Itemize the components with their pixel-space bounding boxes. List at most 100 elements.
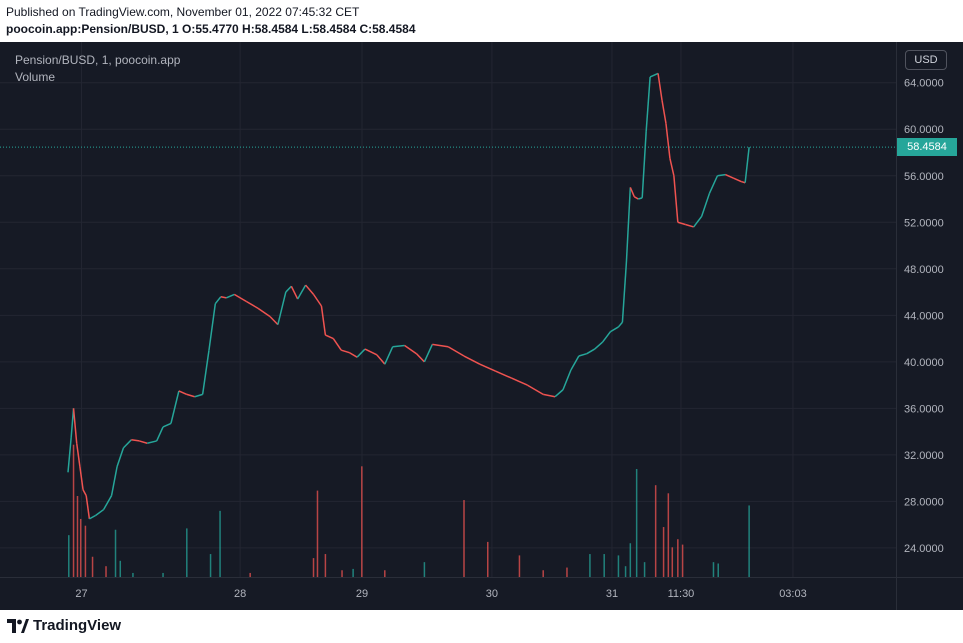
volume-bar: [423, 562, 426, 577]
price-segment: [700, 192, 711, 217]
price-segment: [479, 363, 496, 372]
price-segment: [578, 352, 587, 357]
price-segment: [649, 72, 659, 78]
price-segment: [305, 284, 315, 295]
volume-bar: [79, 518, 82, 577]
volume-bar: [463, 500, 465, 577]
y-tick-label: 36.0000: [904, 403, 944, 415]
volume-bar: [114, 529, 117, 577]
price-segment: [67, 437, 72, 473]
price-segment: [621, 262, 628, 323]
volume-bar: [72, 444, 75, 577]
x-tick-label: 11:30: [668, 588, 695, 600]
volume-bar: [209, 554, 212, 577]
price-segment: [463, 355, 481, 365]
tradingview-icon: [7, 618, 29, 633]
volume-bar: [316, 490, 319, 577]
price-segment: [432, 343, 449, 348]
volume-bar: [629, 543, 632, 577]
price-segment: [285, 285, 292, 293]
volume-bar: [84, 525, 87, 577]
price-segment: [156, 426, 164, 442]
volume-bar: [667, 493, 670, 577]
price-segment: [75, 443, 81, 467]
price-segment: [79, 466, 84, 490]
price-segment: [610, 326, 619, 333]
price-segment: [562, 369, 572, 391]
price-segment: [201, 350, 210, 395]
y-tick-label: 48.0000: [904, 264, 944, 276]
y-tick-label: 60.0000: [904, 124, 944, 136]
price-segment: [661, 100, 667, 124]
price-segment: [257, 307, 271, 318]
volume-bar: [312, 558, 315, 577]
tradingview-logo[interactable]: TradingView: [7, 617, 121, 634]
price-segment: [638, 197, 643, 200]
price-segment: [226, 293, 235, 299]
price-segment: [665, 123, 671, 159]
price-segment: [392, 344, 405, 348]
volume-bar: [249, 572, 251, 577]
volume-bar: [68, 535, 70, 577]
price-segment: [95, 508, 105, 516]
price-chart[interactable]: 64.0000 60.0000 56.0000 52.0000 48.0000 44.00…: [0, 42, 963, 610]
y-tick-label: 64.0000: [904, 78, 944, 90]
price-segment: [220, 295, 227, 299]
y-tick-label: 52.0000: [904, 217, 944, 229]
price-segment: [543, 393, 556, 398]
price-segment: [673, 175, 679, 223]
currency-button[interactable]: USD: [905, 50, 947, 70]
volume-bar: [132, 572, 134, 577]
y-tick-label: 40.0000: [904, 357, 944, 369]
volume-legend[interactable]: Volume: [15, 70, 56, 84]
price-segment: [376, 354, 386, 365]
price-segment: [526, 384, 544, 396]
x-tick-label: 29: [356, 588, 368, 600]
price-segment: [625, 187, 632, 264]
volume-bar: [643, 562, 646, 577]
price-segment: [82, 489, 87, 496]
price-segment: [131, 439, 140, 442]
volume-bar: [76, 496, 79, 577]
y-tick-label: 44.0000: [904, 310, 944, 322]
volume-bar: [542, 570, 544, 577]
price-segment: [70, 408, 75, 438]
price-segment: [320, 305, 327, 336]
price-segment: [110, 466, 118, 496]
price-segment: [332, 338, 342, 351]
price-segment: [122, 439, 132, 449]
footer: TradingView: [0, 610, 963, 643]
price-segment: [725, 173, 734, 179]
chart-panel[interactable]: 64.0000 60.0000 56.0000 52.0000 48.0000 44.00…: [0, 42, 963, 610]
price-segment: [641, 131, 647, 198]
price-segment: [116, 447, 125, 467]
price-segment: [170, 390, 180, 424]
price-segment: [178, 390, 188, 396]
symbol-legend[interactable]: Pension/BUSD, 1, poocoin.app: [15, 53, 181, 67]
volume-bar: [717, 563, 719, 577]
x-tick-label: 28: [234, 588, 246, 600]
price-segment: [423, 344, 434, 363]
volume-bar: [748, 505, 750, 577]
volume-bar: [518, 555, 521, 577]
volume-bar: [624, 566, 627, 577]
price-segment: [233, 293, 247, 303]
ohlc-line: poocoin.app:Pension/BUSD, 1 O:55.4770 H:…: [6, 22, 416, 36]
price-segment: [677, 221, 686, 226]
price-segment: [89, 514, 97, 520]
volume-bar: [662, 527, 665, 577]
price-segment: [447, 346, 465, 357]
price-segment: [554, 389, 564, 398]
price-segment: [277, 291, 287, 325]
published-line: Published on TradingView.com, November 0…: [6, 5, 360, 19]
tradingview-brand: TradingView: [33, 617, 122, 634]
volume-bar: [677, 539, 679, 577]
price-segment: [356, 348, 366, 358]
price-segment: [570, 355, 580, 371]
volume-bar: [341, 570, 343, 577]
price-segment: [139, 440, 148, 444]
volume-bar: [617, 555, 620, 577]
volume-bar: [671, 547, 674, 577]
price-segment: [85, 495, 91, 519]
price-segment: [586, 348, 596, 355]
